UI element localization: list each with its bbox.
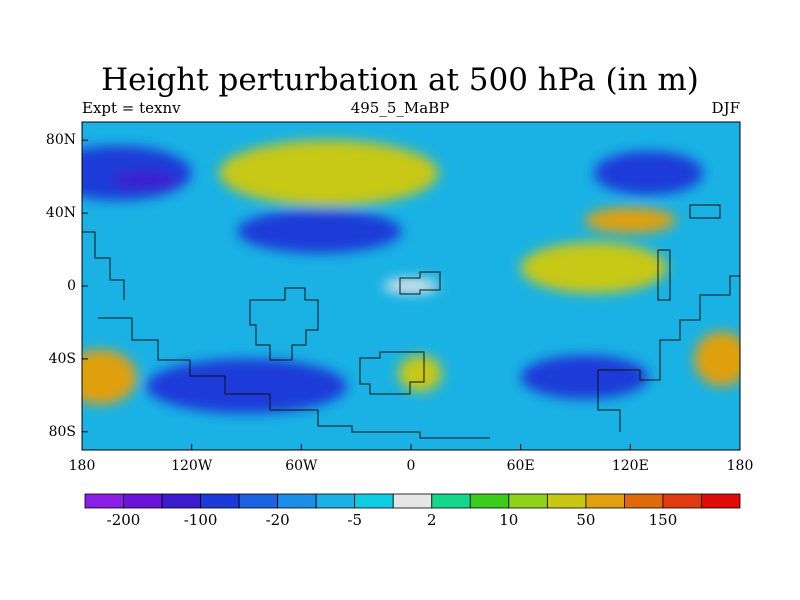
case-label: 495_5_MaBP xyxy=(350,99,450,117)
colorbar xyxy=(84,493,741,509)
region-north-pacific-core xyxy=(113,171,179,190)
region-south-atlantic-high xyxy=(398,355,443,392)
x-tick-label: 180 xyxy=(68,458,96,474)
colorbar-tick-label: -5 xyxy=(347,511,363,529)
region-asian-high xyxy=(584,207,677,234)
region-tropical-low xyxy=(237,209,402,254)
colorbar-tick-label: -100 xyxy=(183,511,218,529)
x-tick-label: 0 xyxy=(406,458,416,474)
colorbar-swatch xyxy=(546,493,587,509)
contour-regions xyxy=(82,140,740,414)
x-tick-label: 60W xyxy=(285,458,318,474)
y-tick-label: 80N xyxy=(45,132,76,149)
x-tick-label: 120E xyxy=(611,458,649,474)
colorbar-swatch xyxy=(315,493,356,509)
region-siberian-low xyxy=(593,151,704,195)
colorbar-swatch xyxy=(431,493,471,509)
colorbar-swatch xyxy=(392,493,433,509)
antarctica-outline xyxy=(98,317,490,439)
colorbar-swatch xyxy=(161,493,201,509)
region-north-pacific-high xyxy=(82,145,192,201)
colorbar-swatch xyxy=(585,493,625,509)
region-dateline-high xyxy=(82,349,137,405)
colorbar-swatch xyxy=(662,493,702,509)
x-tick-label: 180 xyxy=(726,458,754,474)
y-tick-label: 80S xyxy=(48,423,76,440)
season-label: DJF xyxy=(711,99,740,117)
colorbar-swatch xyxy=(238,493,279,509)
australia-outline xyxy=(597,370,621,432)
north-america-outline xyxy=(82,231,125,300)
colorbar-tick-label: 150 xyxy=(648,511,678,529)
equatorial-island-outline xyxy=(399,271,441,295)
region-south-indian-low xyxy=(520,355,649,399)
colorbar-swatch xyxy=(508,493,548,509)
x-tick-label: 60E xyxy=(506,458,535,474)
region-north-atlantic-rim xyxy=(219,140,439,206)
africa-outline xyxy=(359,351,425,395)
colorbar-tick-label: 10 xyxy=(499,511,519,529)
y-tick-label: 40S xyxy=(48,350,76,367)
colorbar-swatch xyxy=(84,493,124,509)
colorbar-swatch xyxy=(200,493,240,509)
colorbar-tick-label: 2 xyxy=(426,511,437,529)
region-africa-high xyxy=(520,242,667,294)
x-tick-label: 120W xyxy=(171,458,213,474)
eurasia-outline xyxy=(598,204,740,381)
map-area xyxy=(82,122,740,450)
south-america-outline xyxy=(249,287,319,361)
chart-title: Height perturbation at 500 hPa (in m) xyxy=(101,62,699,98)
colorbar-tick-label: -20 xyxy=(265,511,290,529)
colorbar-swatch xyxy=(624,493,664,509)
x-axis xyxy=(81,444,741,450)
y-tick-label: 0 xyxy=(67,278,76,294)
y-axis xyxy=(82,139,88,433)
experiment-label: Expt = texnv xyxy=(82,99,181,117)
coastline-outlines xyxy=(82,204,740,439)
colorbar-swatch xyxy=(123,493,163,509)
colorbar-tick-label: -200 xyxy=(106,511,141,529)
colorbar-tick-label: 50 xyxy=(576,511,596,529)
colorbar-swatch xyxy=(277,493,317,509)
y-tick-label: 40N xyxy=(45,205,76,222)
colorbar-swatch xyxy=(469,493,510,509)
region-equatorial-atlantic xyxy=(383,278,439,294)
region-east-pacific-high xyxy=(694,331,740,387)
colorbar-swatch xyxy=(701,493,741,509)
region-south-pacific-low xyxy=(145,358,348,414)
colorbar-swatch xyxy=(354,493,394,509)
